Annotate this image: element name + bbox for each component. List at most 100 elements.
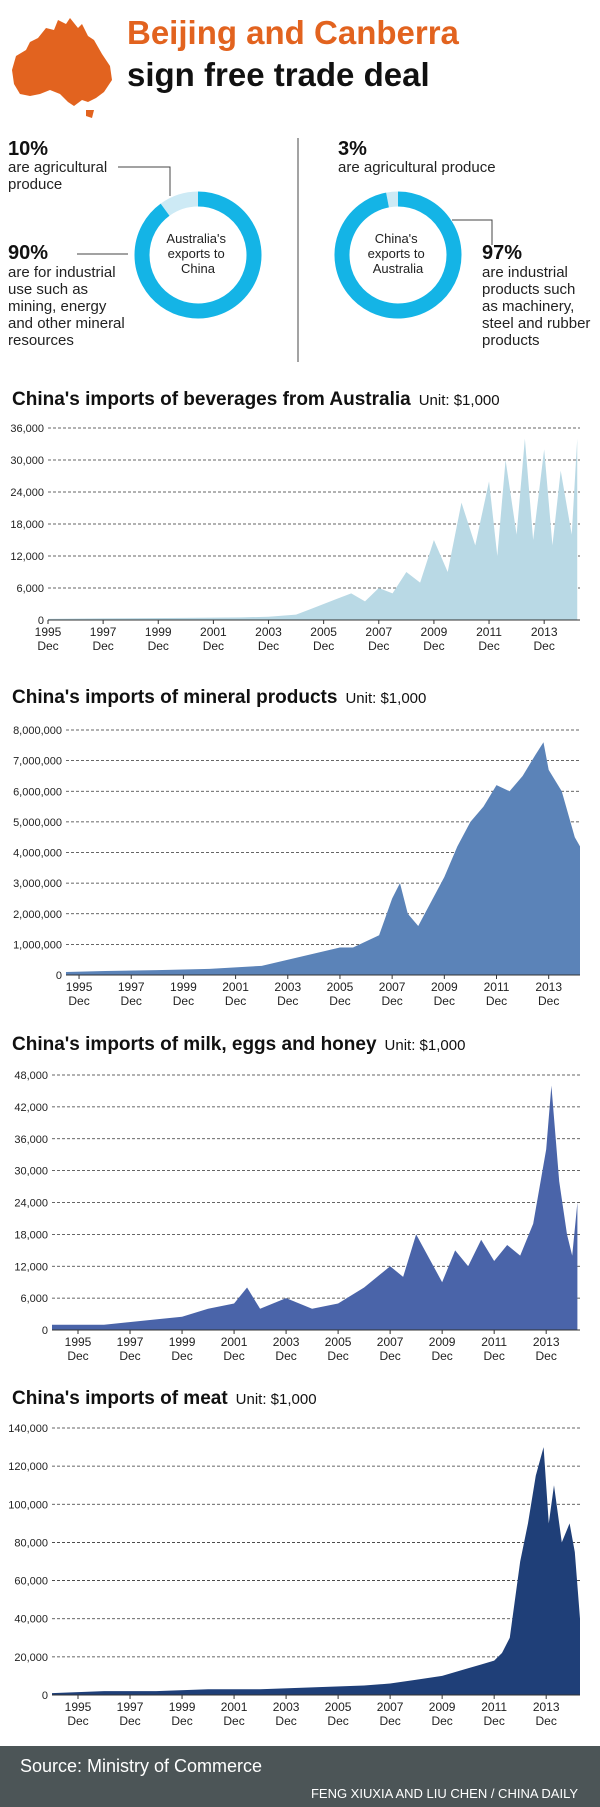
- x-tick-sublabel: Dec: [478, 639, 499, 653]
- y-tick-label: 24,000: [10, 487, 44, 499]
- pct-3: 3%: [338, 138, 367, 160]
- x-tick-label: 2001: [221, 1335, 248, 1349]
- chart-title-milk: China's imports of milk, eggs and honey U…: [12, 1034, 466, 1055]
- meat-chart: 0 20,000 40,000 60,000 80,000 100,000 120,000 1…: [8, 1423, 580, 1728]
- y-tick-label: 5,000,000: [13, 817, 62, 829]
- x-tick-sublabel: Dec: [37, 639, 58, 653]
- x-tick-label: 2011: [484, 980, 510, 994]
- x-tick-sublabel: Dec: [171, 1714, 192, 1728]
- x-tick-label: 2009: [431, 980, 458, 994]
- x-tick-sublabel: Dec: [223, 1714, 244, 1728]
- x-tick-sublabel: Dec: [148, 639, 169, 653]
- x-tick-label: 1995: [65, 1700, 92, 1714]
- x-tick-sublabel: Dec: [536, 1349, 557, 1363]
- donut-center-label: China's exports to Australia: [368, 231, 429, 276]
- x-tick-sublabel: Dec: [483, 1349, 504, 1363]
- x-tick-label: 2007: [377, 1700, 404, 1714]
- x-tick-label: 2005: [310, 625, 337, 639]
- area-series: [52, 1447, 580, 1695]
- y-tick-label: 24,000: [14, 1198, 48, 1210]
- donut-center-label: Australia's exports to China: [166, 231, 229, 276]
- x-tick-sublabel: Dec: [277, 994, 298, 1008]
- area-series: [66, 742, 580, 975]
- y-tick-label: 30,000: [10, 455, 44, 467]
- x-tick-sublabel: Dec: [368, 639, 389, 653]
- chart-title-meat: China's imports of meat Unit: $1,000: [12, 1388, 317, 1409]
- x-tick-label: 2011: [481, 1335, 507, 1349]
- x-tick-label: 2003: [274, 980, 301, 994]
- x-tick-sublabel: Dec: [203, 639, 224, 653]
- x-tick-label: 2009: [429, 1335, 456, 1349]
- x-tick-label: 2007: [377, 1335, 404, 1349]
- australia-map-icon: [12, 18, 112, 118]
- x-tick-label: 2009: [429, 1700, 456, 1714]
- milk-chart: 0 6,000 12,000 18,000 24,000 30,000 36,000 42,0…: [14, 1070, 580, 1363]
- y-tick-label: 36,000: [14, 1134, 48, 1146]
- x-tick-label: 1995: [35, 625, 62, 639]
- x-tick-sublabel: Dec: [431, 1349, 452, 1363]
- x-tick-sublabel: Dec: [434, 994, 455, 1008]
- x-tick-sublabel: Dec: [379, 1349, 400, 1363]
- x-tick-label: 1995: [66, 980, 93, 994]
- y-tick-label: 120,000: [8, 1461, 48, 1473]
- text-agri-1: are agricultural produce: [8, 159, 108, 193]
- y-tick-label: 4,000,000: [13, 848, 62, 860]
- x-tick-sublabel: Dec: [225, 994, 246, 1008]
- donut-slice: [334, 191, 462, 319]
- donut-slice: [160, 191, 199, 216]
- y-tick-label: 0: [42, 1325, 48, 1337]
- x-tick-sublabel: Dec: [327, 1714, 348, 1728]
- x-tick-label: 1999: [170, 980, 197, 994]
- pct-90: 90%: [8, 242, 49, 264]
- y-tick-label: 100,000: [8, 1499, 48, 1511]
- y-tick-label: 3,000,000: [13, 878, 62, 890]
- x-tick-label: 2011: [481, 1700, 507, 1714]
- x-tick-label: 2001: [222, 980, 249, 994]
- y-tick-label: 18,000: [14, 1229, 48, 1241]
- x-tick-label: 2005: [325, 1700, 352, 1714]
- x-tick-label: 2011: [476, 625, 502, 639]
- x-tick-sublabel: Dec: [533, 639, 554, 653]
- y-tick-label: 6,000: [20, 1293, 48, 1305]
- y-tick-label: 1,000,000: [13, 939, 62, 951]
- x-tick-label: 2001: [221, 1700, 248, 1714]
- x-tick-label: 2007: [365, 625, 392, 639]
- credit-text: FENG XIUXIA AND LIU CHEN / CHINA DAILY: [310, 1786, 578, 1801]
- x-tick-sublabel: Dec: [536, 1714, 557, 1728]
- x-tick-label: 2003: [273, 1700, 300, 1714]
- x-tick-label: 1997: [117, 1700, 144, 1714]
- x-tick-sublabel: Dec: [258, 639, 279, 653]
- x-tick-label: 2005: [325, 1335, 352, 1349]
- x-tick-sublabel: Dec: [486, 994, 507, 1008]
- footer-bar: Source: Ministry of Commerce FENG XIUXIA…: [0, 1746, 600, 1807]
- y-tick-label: 60,000: [14, 1576, 48, 1588]
- y-tick-label: 12,000: [10, 551, 44, 563]
- x-tick-sublabel: Dec: [275, 1349, 296, 1363]
- x-tick-sublabel: Dec: [67, 1349, 88, 1363]
- y-tick-label: 0: [42, 1690, 48, 1702]
- x-tick-label: 2013: [533, 1700, 560, 1714]
- x-tick-label: 2005: [327, 980, 354, 994]
- x-tick-sublabel: Dec: [483, 1714, 504, 1728]
- chart-title-minerals: China's imports of mineral products Unit:…: [12, 687, 427, 708]
- x-tick-sublabel: Dec: [171, 1349, 192, 1363]
- x-tick-sublabel: Dec: [313, 639, 334, 653]
- x-tick-sublabel: Dec: [223, 1349, 244, 1363]
- y-tick-label: 7,000,000: [13, 756, 62, 768]
- y-tick-label: 40,000: [14, 1614, 48, 1626]
- y-tick-label: 18,000: [10, 519, 44, 531]
- x-tick-sublabel: Dec: [119, 1714, 140, 1728]
- y-tick-label: 12,000: [14, 1261, 48, 1273]
- x-tick-sublabel: Dec: [381, 994, 402, 1008]
- title-line-1: Beijing and Canberra: [127, 14, 459, 51]
- y-tick-label: 2,000,000: [13, 909, 62, 921]
- x-tick-label: 2007: [379, 980, 406, 994]
- x-tick-label: 2013: [531, 625, 558, 639]
- x-tick-label: 2013: [535, 980, 562, 994]
- x-tick-label: 2001: [200, 625, 227, 639]
- x-tick-sublabel: Dec: [329, 994, 350, 1008]
- x-tick-label: 2003: [255, 625, 282, 639]
- x-tick-sublabel: Dec: [92, 639, 113, 653]
- donut-section: Australia's exports to China China's exp…: [77, 138, 493, 362]
- y-tick-label: 6,000,000: [13, 786, 62, 798]
